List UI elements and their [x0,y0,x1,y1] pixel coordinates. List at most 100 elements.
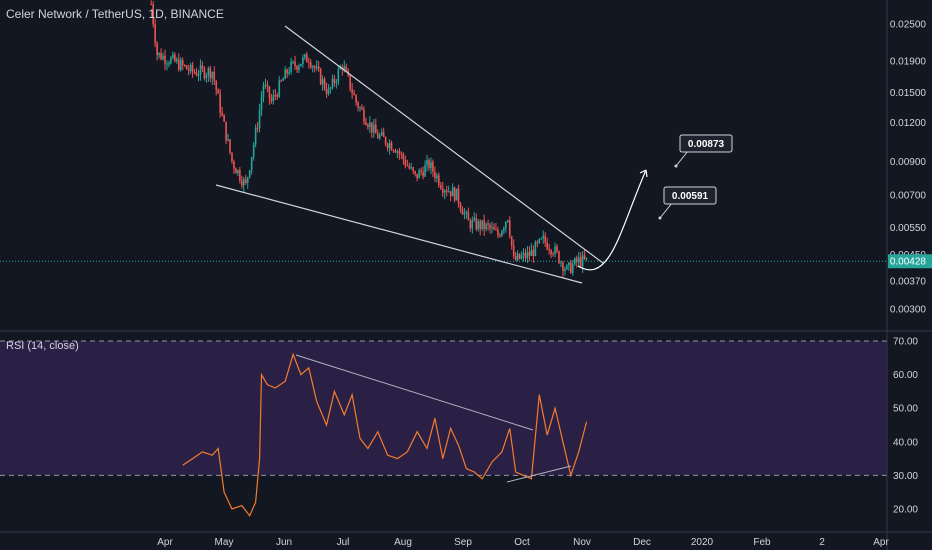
candle-body [512,245,515,257]
candle-body [534,242,537,256]
candle-body [199,65,202,75]
candle-body [556,246,558,252]
candle-body [337,69,340,82]
candle-body [170,57,172,64]
candle-body [164,55,166,64]
candle-body [343,66,346,70]
candle-body [392,150,395,152]
candle-body [205,75,208,79]
candle-body [380,132,383,136]
candle-body [302,57,304,64]
candle-body [203,68,206,79]
candle-body [432,162,434,172]
rsi-tick-label: 50.00 [893,404,918,415]
candle-body [351,89,353,94]
candle-body [560,262,562,264]
candle-body [243,179,245,186]
candle-body [260,97,263,110]
candle-body [568,262,570,266]
candle-body [361,107,363,110]
candle-body [284,69,286,80]
candle-body [365,121,367,125]
target-box [679,134,733,153]
candle-body [177,59,180,70]
candle-body [481,220,483,230]
candle-body [195,72,198,76]
candle-body [209,68,212,79]
candle-body [211,71,214,79]
candle-body [453,187,456,201]
candle-body [319,69,322,85]
candle-body [179,60,182,70]
candle-body [315,66,318,69]
candle-body [465,212,468,214]
candle-body [176,59,178,62]
candle-body [438,175,440,186]
candle-body [288,71,290,74]
candle-body [416,173,418,179]
candle-body [359,107,361,109]
candle-body [414,171,416,174]
candle-body [455,188,458,201]
candle-body [501,230,503,237]
rsi-tick-label: 30.00 [893,471,918,482]
price-tick-label: 0.00370 [890,276,927,287]
upper-trendline [284,25,604,264]
candle-body [514,256,517,260]
candle-body [213,71,216,81]
candle-body [546,242,548,250]
candle-body [189,64,192,71]
candle-body [304,54,306,58]
candle-body [406,165,409,167]
price-tick-label: 0.01500 [890,88,927,99]
candle-body [363,109,365,122]
time-tick-label: Dec [633,537,651,548]
candle-body [376,133,379,139]
candle-body [542,235,545,239]
candle-body [308,62,310,64]
candle-body [386,144,389,149]
candle-body [168,63,170,65]
candle-body [536,242,539,244]
target-label: 0.00591 [672,191,709,202]
candle-body [524,252,527,258]
candle-body [508,220,511,237]
candle-body [349,75,351,90]
candle-body [505,221,507,229]
candle-body [207,68,210,76]
candle-body [250,156,253,171]
target-point [658,216,662,220]
candle-body [428,160,430,169]
rsi-tick-label: 60.00 [893,370,918,381]
candle-body [558,251,560,264]
candle-body [550,250,552,254]
candle-body [290,61,292,72]
candle-body [402,153,405,160]
candle-body [426,160,428,166]
candle-body [516,253,519,260]
candle-body [469,220,472,229]
candle-body [262,85,265,98]
candle-body [400,153,403,155]
candle-body [579,257,582,267]
candle-body [227,139,229,141]
candle-body [152,4,154,25]
time-tick-label: Nov [573,537,591,548]
candle-body [369,122,371,128]
candle-body [390,142,393,151]
candle-body [418,170,420,179]
chart-title: Celer Network / TetherUS, 1D, BINANCE [6,7,224,21]
target-pointer [675,150,689,167]
candle-body [506,220,509,222]
price-tick-label: 0.00300 [890,305,927,316]
candle-body [317,66,320,70]
candle-body [457,188,460,204]
candle-body [225,121,227,141]
candle-body [166,63,168,65]
candle-body [353,93,355,96]
rsi-line [182,352,588,517]
candle-body [571,264,574,274]
candle-body [530,249,533,256]
candle-body [174,54,176,62]
